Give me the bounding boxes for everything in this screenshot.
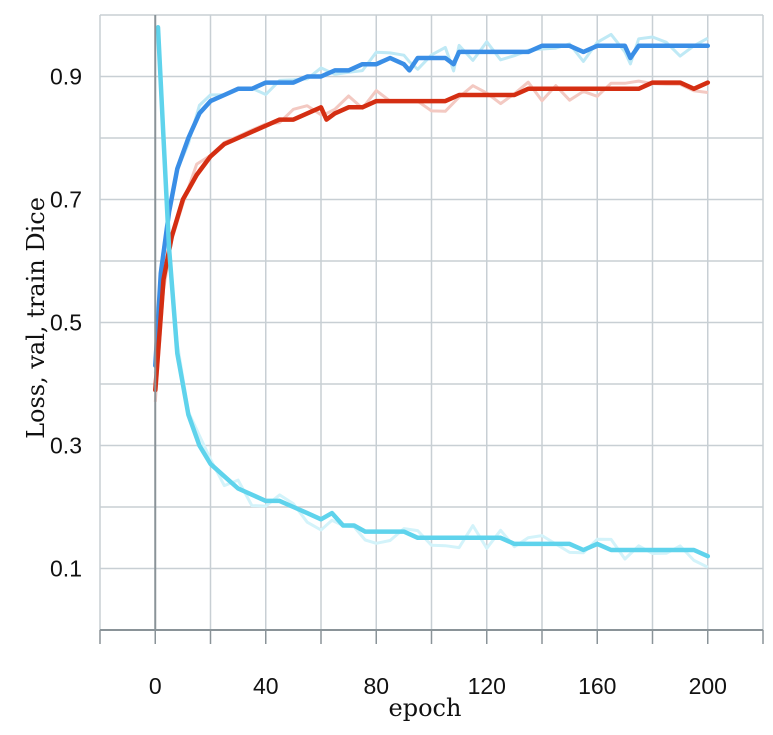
axes	[99, 15, 764, 644]
series-line-loss	[155, 25, 711, 559]
x-tick-label: 80	[363, 673, 389, 699]
y-axis-title: Loss, val, train Dice	[22, 197, 50, 439]
series-line-val_dice	[153, 43, 711, 368]
x-tick-label: 200	[689, 673, 727, 699]
x-axis-title: epoch	[389, 694, 462, 722]
x-tick-label: 40	[253, 673, 279, 699]
raw-line-loss	[156, 32, 709, 569]
series-lines	[153, 25, 711, 559]
y-tick-label: 0.5	[50, 310, 82, 336]
grid	[99, 14, 764, 630]
tick-labels: 0 40 80 120 160 200 0.1 0.3 0.5 0.7 0.9	[50, 64, 727, 700]
y-tick-label: 0.9	[50, 64, 82, 90]
x-tick-label: 160	[578, 673, 616, 699]
x-tick-label: 120	[468, 673, 506, 699]
y-tick-label: 0.1	[50, 556, 82, 582]
x-tick-label: 0	[149, 673, 162, 699]
y-tick-label: 0.7	[50, 187, 82, 213]
y-tick-label: 0.3	[50, 433, 82, 459]
series-line-train_dice	[153, 80, 711, 393]
